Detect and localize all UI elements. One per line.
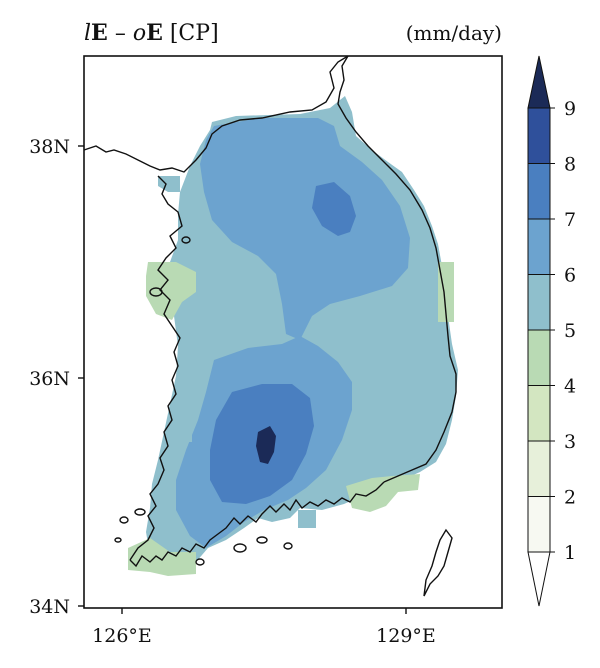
colorbar-segment [527,385,551,442]
field-level-7-8-north [312,182,356,236]
coastline-east [337,55,457,483]
field-level-6-7-north [200,118,410,340]
colorbar-segment [527,329,551,386]
map-title: lE – oE [CP] [84,20,219,46]
coastline [83,55,457,597]
island [134,508,146,516]
field-level-4-5-south [128,538,196,576]
colorbar-tick-label: 3 [564,431,576,453]
island [256,536,268,544]
colorbar-extend-max [527,55,551,109]
colorbar-tick-label: 6 [564,265,576,287]
island [283,542,293,550]
lon-label-126e: 126°E [92,625,152,647]
lat-label-38n: 38N [29,136,70,158]
title-part: [CP] [163,21,219,46]
colorbar-segment [527,440,551,497]
island [119,516,129,524]
colorbar-tick-label: 8 [564,154,576,176]
title-part: E [91,20,108,46]
title-part: l [84,21,91,46]
lat-label-34n: 34N [29,596,70,618]
island [181,236,191,244]
colorbar-segment [527,274,551,331]
field-level-8-9 [256,426,276,464]
island [233,543,247,553]
colorbar-tick-label: 4 [564,376,576,398]
lat-axis: 38N 36N 34N [29,136,84,618]
coastline-west [129,175,183,561]
colorbar-tick-label: 7 [564,209,576,231]
title-part: E [146,20,163,46]
title-part: o [133,21,146,46]
map-panel [83,55,503,609]
island [149,287,163,297]
island-tsushima [423,528,453,597]
colorbar-tick-label: 9 [564,98,576,120]
island [114,537,122,543]
lon-label-129e: 129°E [376,625,436,647]
units-label: (mm/day) [406,21,502,45]
colorbar-segment [527,218,551,275]
colorbar: 1 2 3 4 5 6 7 8 9 [527,55,576,607]
lat-label-36n: 36N [29,368,70,390]
map-frame [83,55,503,609]
colorbar-segment [527,163,551,220]
title-part: – [108,21,133,46]
field-level-4-5-west [146,262,196,320]
shaded-field [128,96,458,576]
field-level-4-5-east [438,262,454,322]
island [195,558,205,566]
colorbar-tick-label: 1 [564,542,576,564]
colorbar-tick-label: 2 [564,487,576,509]
colorbar-extend-min [527,551,551,607]
colorbar-tick-label: 5 [564,320,576,342]
field-level-4-5-se [346,474,420,512]
coastline-south [129,481,385,568]
lon-axis: 126°E 129°E [92,608,436,647]
colorbar-segment [527,496,551,553]
coastline-north [83,55,349,173]
colorbar-segment [527,107,551,164]
